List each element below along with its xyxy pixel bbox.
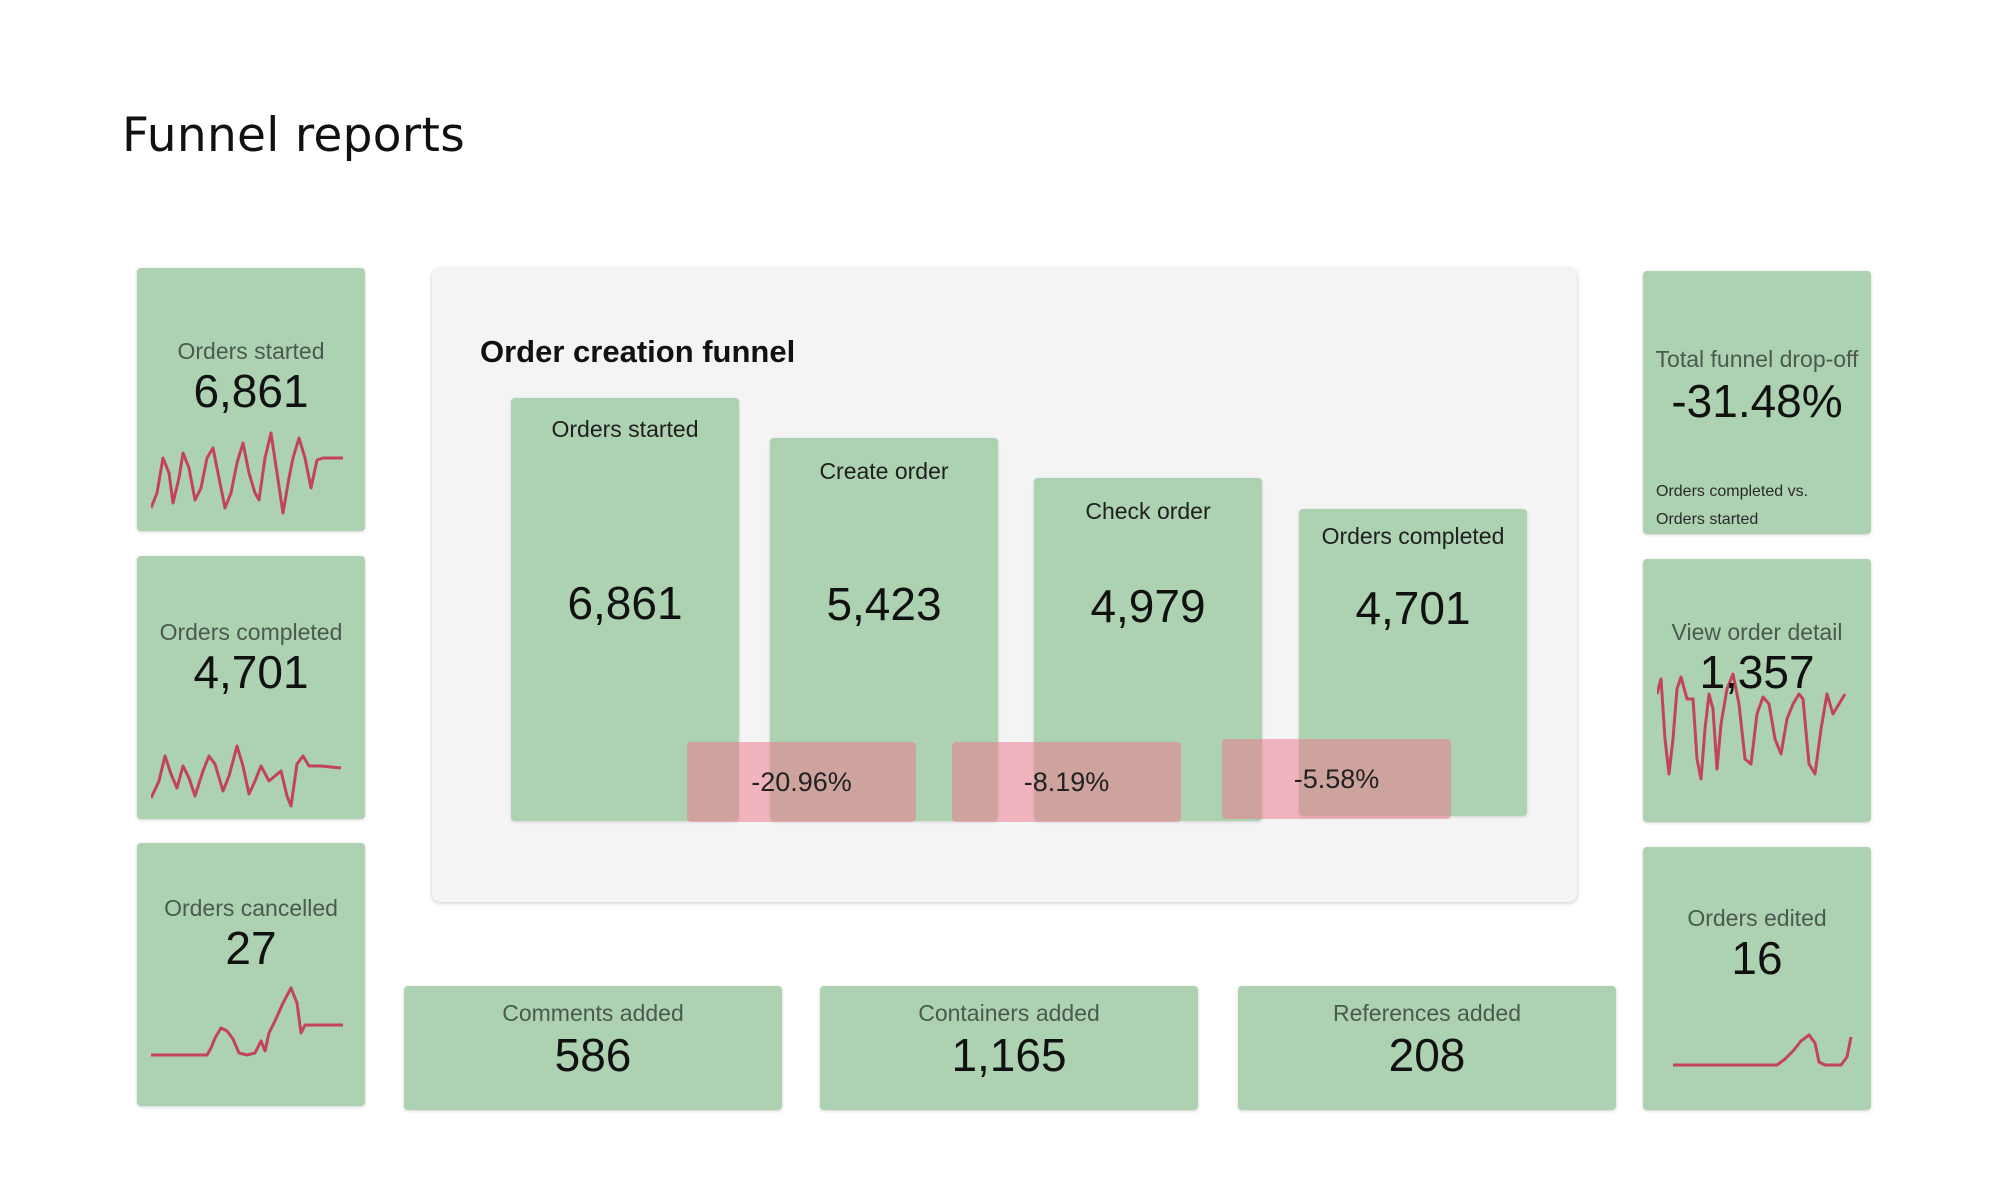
sparkline-chart <box>151 431 343 515</box>
card-label: Total funnel drop-off <box>1655 346 1859 372</box>
card-value: 586 <box>554 1029 632 1081</box>
funnel-step-label: Create order <box>819 458 949 484</box>
card-label: References added <box>1333 1000 1521 1026</box>
dropoff-badge: -8.19% <box>952 742 1181 822</box>
orders-cancelled-card[interactable]: Orders cancelled 27 <box>137 843 365 1106</box>
card-value: 1,357 <box>1699 646 1815 698</box>
funnel-step-label: Orders started <box>551 416 699 442</box>
funnel-step-label: Check order <box>1085 498 1211 524</box>
funnel-step-value: 6,861 <box>567 577 683 629</box>
sparkline-chart <box>151 744 342 808</box>
orders-completed-card[interactable]: Orders completed 4,701 <box>137 556 365 819</box>
page-title: Funnel reports <box>122 108 465 163</box>
card-label: Orders started <box>177 338 325 364</box>
view-order-detail-card[interactable]: View order detail 1,357 <box>1643 559 1871 822</box>
funnel-step-label: Orders completed <box>1321 523 1505 549</box>
card-value: 208 <box>1388 1029 1466 1081</box>
funnel-step-value: 4,979 <box>1090 580 1206 632</box>
card-note-line: Orders completed vs. <box>1656 483 1809 500</box>
card-note-line: Orders started <box>1656 511 1759 528</box>
card-label: Orders cancelled <box>164 895 338 921</box>
card-label: View order detail <box>1671 619 1843 645</box>
card-value: 1,165 <box>951 1029 1067 1081</box>
card-value: 6,861 <box>193 365 309 417</box>
card-value: -31.48% <box>1671 375 1843 427</box>
total-funnel-dropoff-card[interactable]: Total funnel drop-off -31.48% Orders com… <box>1643 271 1871 534</box>
sparkline-chart <box>1657 672 1847 781</box>
card-label: Containers added <box>918 1000 1100 1026</box>
funnel-step-value: 5,423 <box>826 578 942 630</box>
containers-added-card[interactable]: Containers added 1,165 <box>820 986 1198 1110</box>
funnel-step-value: 4,701 <box>1355 582 1471 634</box>
card-note: Orders completed vs. Orders started <box>1656 478 1808 534</box>
orders-edited-card[interactable]: Orders edited 16 <box>1643 847 1871 1110</box>
comments-added-card[interactable]: Comments added 586 <box>404 986 782 1110</box>
dropoff-badge: -5.58% <box>1222 739 1451 819</box>
dropoff-badge: -20.96% <box>687 742 916 822</box>
card-label: Comments added <box>502 1000 684 1026</box>
card-value: 27 <box>225 922 277 974</box>
sparkline-chart <box>151 986 343 1057</box>
card-label: Orders edited <box>1687 905 1827 931</box>
card-label: Orders completed <box>159 619 343 645</box>
sparkline-chart <box>1673 1033 1853 1067</box>
references-added-card[interactable]: References added 208 <box>1238 986 1616 1110</box>
card-value: 4,701 <box>193 646 309 698</box>
orders-started-card[interactable]: Orders started 6,861 <box>137 268 365 531</box>
card-value: 16 <box>1731 932 1783 984</box>
funnel-title: Order creation funnel <box>480 334 796 369</box>
